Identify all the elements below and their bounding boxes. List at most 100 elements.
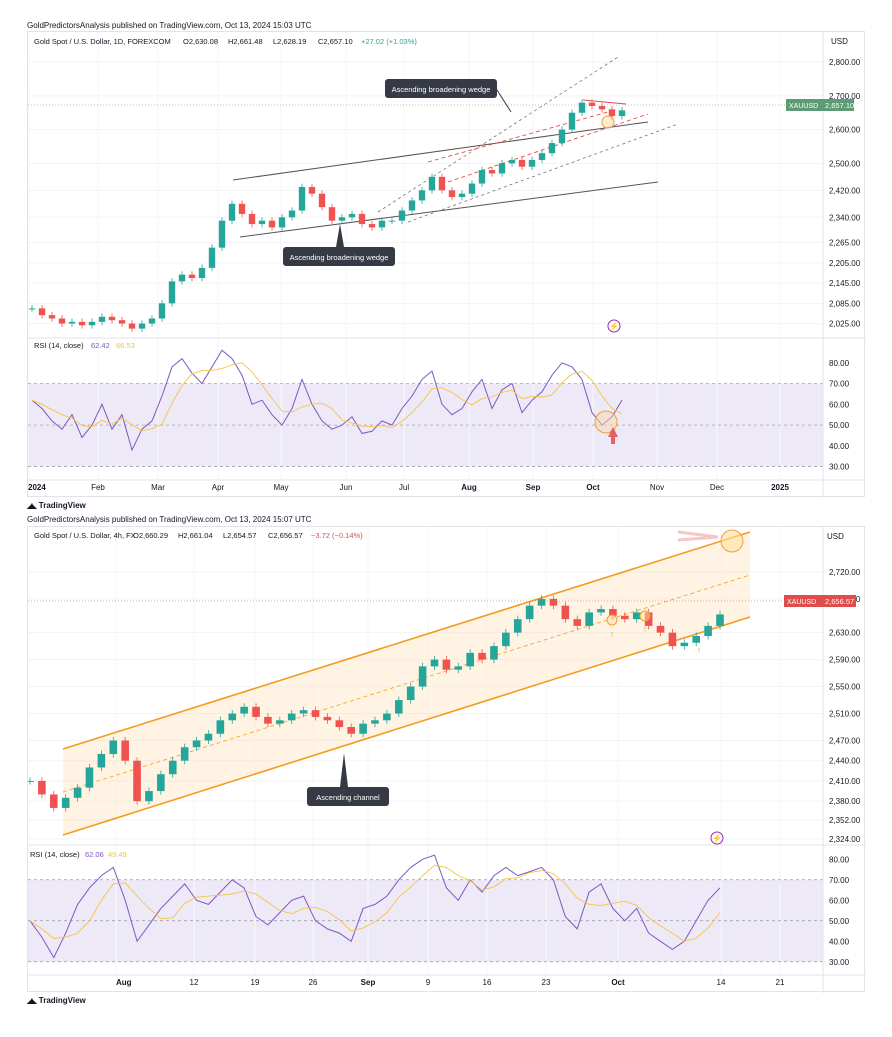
candle-body [378, 220, 386, 228]
candle-body [406, 686, 415, 701]
rsi-ma-value-1: 66.53 [116, 341, 135, 350]
touch-circle-a [606, 614, 618, 626]
candle-body [287, 713, 296, 721]
time-tick-label: Aug [116, 978, 132, 987]
candle-body [668, 632, 677, 647]
candle-body [335, 720, 344, 728]
candle-body [238, 203, 246, 214]
candle-body [204, 733, 213, 741]
candle-body [418, 190, 426, 201]
candle-body [383, 713, 391, 721]
rsi-label-1: RSI (14, close) [34, 341, 84, 350]
annotation-top-1: Ascending broadening wedge [385, 79, 512, 113]
rsi-tick-label: 40.00 [829, 937, 850, 946]
price-tick-label: 2,205.00 [829, 259, 861, 268]
rsi-tick-label: 30.00 [829, 958, 850, 967]
candle-body [133, 760, 141, 802]
candle-body [252, 706, 260, 717]
rsi-tick-label: 40.00 [829, 442, 850, 451]
target-circle [720, 529, 744, 553]
rsi-tick-label: 50.00 [829, 421, 850, 430]
candle-body [598, 105, 606, 110]
rsi-ma-value-2: 49.49 [108, 850, 127, 859]
candle-body [371, 720, 379, 724]
time-tick-label: Jul [399, 483, 409, 492]
candle-body [518, 159, 526, 167]
rsi-value-1: 62.42 [91, 341, 110, 350]
candle-body [128, 323, 136, 329]
rsi-ma-line [29, 864, 721, 942]
price-tick-label: 2,440.00 [829, 757, 861, 766]
candle-body [468, 183, 476, 194]
ohlc-h-1: H2,661.48 [228, 37, 263, 46]
candle-body [318, 193, 326, 208]
candle-body [208, 247, 216, 268]
candle-body [109, 740, 118, 754]
price-tick-label: 2,600.00 [829, 126, 861, 135]
candle-body [442, 659, 451, 670]
candle-body [488, 170, 496, 174]
lightning-icon-1[interactable]: ⚡ [607, 319, 621, 333]
time-tick-label: Oct [611, 978, 625, 987]
rsi-tick-label: 30.00 [829, 463, 850, 472]
time-tick-label: 23 [542, 978, 551, 987]
touch-circle-b [639, 610, 651, 622]
ohlc-o-2: O2,660.29 [133, 531, 168, 540]
ohlc-change-1: +27.02 (+1.03%) [361, 37, 417, 46]
chart-panel-2[interactable]: ↑ ↑ ↑ 2,720.002,680.002,630.002,590.002,… [26, 525, 866, 993]
candle-body [568, 112, 576, 130]
rsi-ma-line [31, 362, 623, 432]
chart-2-svg[interactable]: ↑ ↑ ↑ 2,720.002,680.002,630.002,590.002,… [26, 525, 866, 993]
candle-body [178, 274, 186, 282]
time-tick-label: Mar [151, 483, 165, 492]
highlight-circle-1 [601, 115, 615, 129]
chart-panel-1[interactable]: 2,800.00 2,700.00 2,600.00 2,500.00 2,420.00… [27, 31, 866, 498]
time-tick-label: 26 [309, 978, 318, 987]
candle-body [328, 207, 336, 221]
lightning-icon-2[interactable]: ⚡ [710, 831, 724, 845]
annotation-bottom-1: Ascending broadening wedge [283, 224, 395, 266]
candle-body [466, 652, 474, 667]
candle-body [157, 774, 165, 792]
time-tick-label: 16 [483, 978, 492, 987]
candle-body [198, 267, 206, 279]
price-tick-label: 2,700.00 [829, 92, 861, 101]
time-tick-label: Oct [586, 483, 600, 492]
time-tick-label: 19 [251, 978, 260, 987]
candle-body [138, 323, 146, 329]
time-tick-label: Nov [650, 483, 664, 492]
up-arrow-icon-c: ↑ [697, 645, 702, 655]
rsi-label-2: RSI (14, close) [30, 850, 80, 859]
price-tick-label: 2,025.00 [829, 320, 861, 329]
tradingview-logo-1: ◢◣ TradingView [27, 501, 86, 510]
chart-1-svg[interactable]: 2,800.00 2,700.00 2,600.00 2,500.00 2,420.00… [27, 32, 866, 498]
ohlc-change-2: −3.72 (−0.14%) [311, 531, 363, 540]
price-tick-label: 2,085.00 [829, 299, 861, 308]
price-tick-label: 2,340.00 [829, 213, 861, 222]
price-tick-label: 2,720.00 [829, 568, 861, 577]
annotation-channel-text: Ascending channel [316, 793, 380, 802]
candle-body [448, 190, 456, 198]
price-tick-label: 2,420.00 [829, 186, 861, 195]
candle-body [454, 666, 463, 670]
candle-body [347, 727, 356, 734]
candle-body [299, 710, 308, 714]
up-arrow-icon-a: ↑ [610, 629, 615, 639]
candle-body [276, 720, 284, 724]
price-tag-2: XAUUSD 2,656.57 [784, 595, 856, 607]
candle-body [408, 200, 416, 211]
price-candles-1 [28, 99, 626, 332]
candle-body [58, 318, 66, 324]
publisher-line-2: GoldPredictorsAnalysis published on Trad… [27, 515, 312, 524]
rsi-arrow-up-icon [608, 427, 618, 444]
candle-body [49, 794, 58, 808]
candle-body [513, 619, 522, 633]
price-tick-label: 2,590.00 [829, 656, 861, 665]
price-candles-2 [26, 595, 724, 812]
currency-label-1: USD [831, 37, 848, 46]
ticker-tag-2: XAUUSD [787, 599, 816, 606]
candle-body [218, 220, 226, 248]
candle-body [180, 747, 189, 761]
time-tick-label: 14 [717, 978, 726, 987]
